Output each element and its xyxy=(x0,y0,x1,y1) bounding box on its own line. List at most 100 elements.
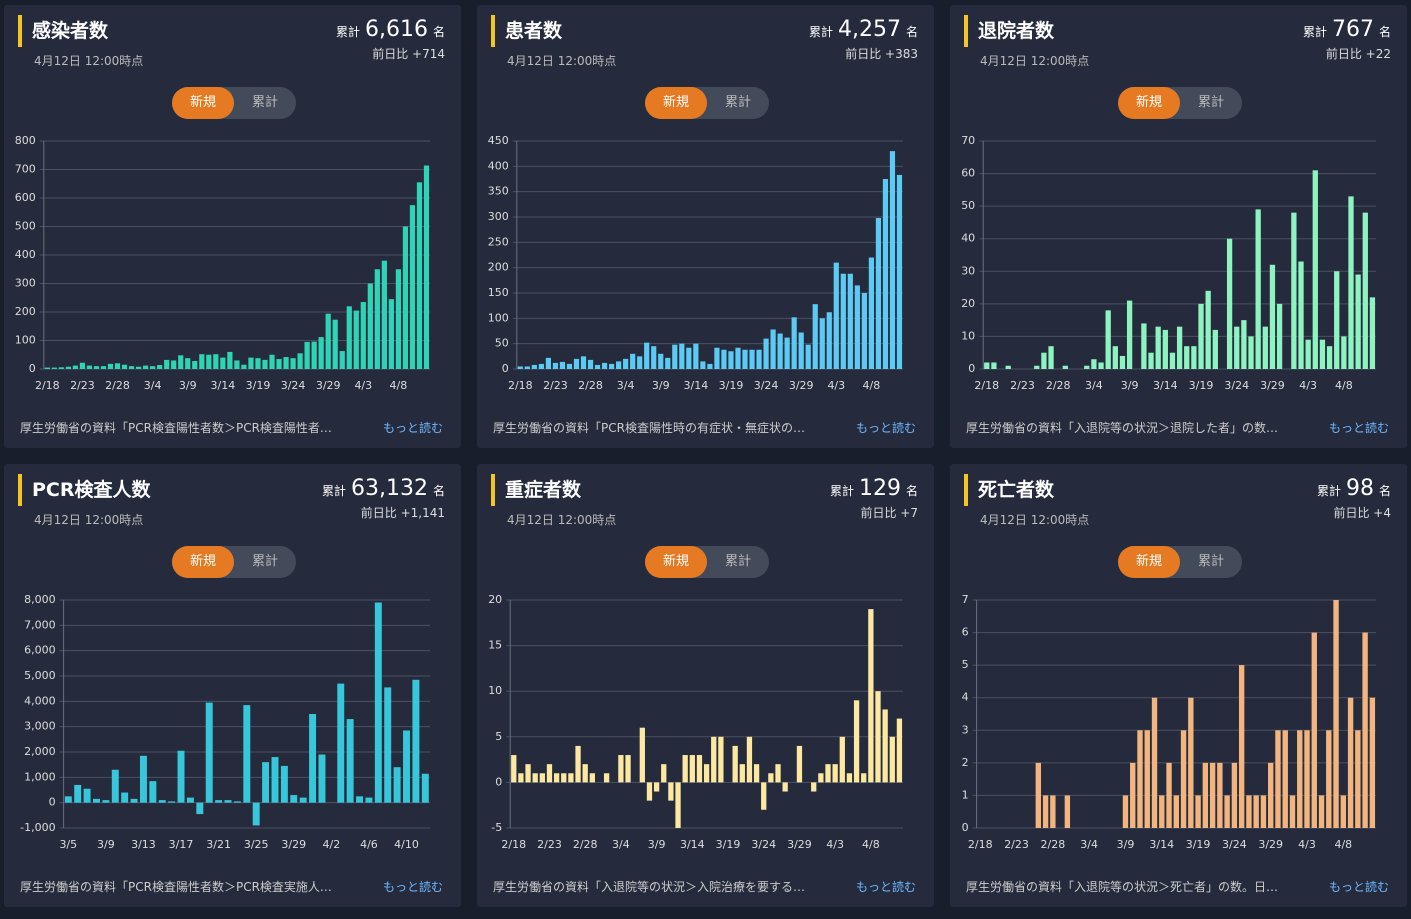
bar xyxy=(616,361,622,369)
bar xyxy=(756,349,762,369)
bar xyxy=(128,366,135,369)
bar xyxy=(728,351,734,369)
bar xyxy=(65,366,71,369)
toggle-option[interactable]: 累計 xyxy=(251,95,278,110)
bar xyxy=(130,798,138,803)
y-tick-label: 350 xyxy=(488,185,509,198)
y-tick-label: 200 xyxy=(488,261,509,274)
bar xyxy=(1340,795,1347,828)
toggle-option[interactable]: 新規 xyxy=(645,546,707,578)
bar xyxy=(882,179,889,369)
bar xyxy=(412,679,420,803)
bar xyxy=(1311,632,1317,828)
y-tick-label: 40 xyxy=(961,232,975,245)
toggle-option[interactable]: 累計 xyxy=(1197,554,1224,569)
y-tick-label: 50 xyxy=(961,199,975,212)
x-tick-label: 4/3 xyxy=(1299,379,1317,392)
bar xyxy=(121,792,129,803)
toggle-option[interactable]: 累計 xyxy=(251,554,278,569)
bar xyxy=(365,797,373,803)
bar xyxy=(332,319,338,369)
x-tick-label: 4/10 xyxy=(394,838,419,851)
bar xyxy=(1260,795,1267,828)
bar xyxy=(150,366,156,369)
bar xyxy=(1226,238,1233,369)
bar xyxy=(269,354,275,369)
bar xyxy=(846,773,853,783)
bar xyxy=(546,764,553,783)
read-more[interactable]: もっと読む xyxy=(382,421,443,435)
bar xyxy=(518,773,524,783)
card: 死亡者数 4月12日 12:00時点 累計 98 名前日比 +4 新規 累計 厚生労働省の資料… xyxy=(950,464,1407,907)
read-more[interactable]: もっと読む xyxy=(855,880,916,894)
x-tick-label: 3/9 xyxy=(97,838,115,851)
x-tick-label: 2/28 xyxy=(1040,838,1065,851)
bar xyxy=(1231,762,1238,828)
y-tick-label: 100 xyxy=(488,311,509,324)
bar xyxy=(360,302,366,369)
x-tick-label: 4/8 xyxy=(390,379,408,392)
read-more[interactable]: もっと読む xyxy=(1328,880,1389,894)
x-tick-label: 3/14 xyxy=(1153,379,1178,392)
x-tick-label: 4/3 xyxy=(1298,838,1316,851)
change: 前日比 +714 xyxy=(372,47,445,61)
bar xyxy=(262,762,270,803)
toggle-option[interactable]: 新規 xyxy=(172,87,234,119)
bar xyxy=(72,365,78,369)
y-tick-label: 70 xyxy=(961,134,975,147)
bar xyxy=(573,358,580,369)
y-tick-label: 2,000 xyxy=(24,745,56,758)
bar xyxy=(121,364,128,369)
x-tick-label: 3/24 xyxy=(1222,838,1247,851)
bar xyxy=(58,367,64,369)
x-tick-label: 3/9 xyxy=(648,838,666,851)
bar xyxy=(325,313,331,369)
total: 累計 63,132 名 xyxy=(322,476,445,501)
y-tick-label: 300 xyxy=(488,210,509,223)
y-tick-label: 7,000 xyxy=(24,618,56,631)
y-tick-label: 30 xyxy=(961,264,975,277)
bar xyxy=(1050,795,1056,828)
read-more[interactable]: もっと読む xyxy=(382,880,443,894)
bar xyxy=(271,757,279,803)
toggle-option[interactable]: 新規 xyxy=(1118,87,1180,119)
x-tick-label: 3/25 xyxy=(244,838,269,851)
bar xyxy=(703,764,710,783)
bar xyxy=(206,354,212,369)
x-tick-label: 2/28 xyxy=(578,379,603,392)
x-tick-label: 3/4 xyxy=(612,838,630,851)
toggle-option[interactable]: 累計 xyxy=(724,95,751,110)
toggle-option[interactable]: 累計 xyxy=(724,554,751,569)
toggle-option[interactable]: 新規 xyxy=(645,87,707,119)
bar xyxy=(283,357,289,369)
x-tick-label: 3/4 xyxy=(1080,838,1098,851)
bar xyxy=(1369,297,1376,369)
bar xyxy=(1137,730,1143,828)
bar xyxy=(761,782,767,810)
bar xyxy=(770,329,776,369)
bar xyxy=(735,347,741,369)
toggle-option[interactable]: 累計 xyxy=(1197,95,1224,110)
toggle-option[interactable]: 新規 xyxy=(172,546,234,578)
bar xyxy=(889,736,895,783)
bar xyxy=(1188,697,1194,828)
x-tick-label: 2/28 xyxy=(105,379,130,392)
y-tick-label: 600 xyxy=(15,191,36,204)
unit: 名 xyxy=(1378,25,1391,39)
read-more[interactable]: もっと読む xyxy=(1328,421,1389,435)
bar xyxy=(763,338,769,369)
bar xyxy=(791,317,797,369)
bar xyxy=(575,745,581,783)
bar xyxy=(403,730,410,803)
y-tick-label: 800 xyxy=(15,134,36,147)
toggle-option[interactable]: 新規 xyxy=(1118,546,1180,578)
bar xyxy=(739,764,745,783)
x-tick-label: 2/23 xyxy=(1010,379,1035,392)
bar xyxy=(568,773,574,783)
bar xyxy=(381,260,387,369)
bar xyxy=(220,357,226,369)
toggle: 新規 累計 xyxy=(1118,87,1242,119)
bar xyxy=(658,353,664,369)
bar xyxy=(1269,264,1276,369)
read-more[interactable]: もっと読む xyxy=(855,421,916,435)
